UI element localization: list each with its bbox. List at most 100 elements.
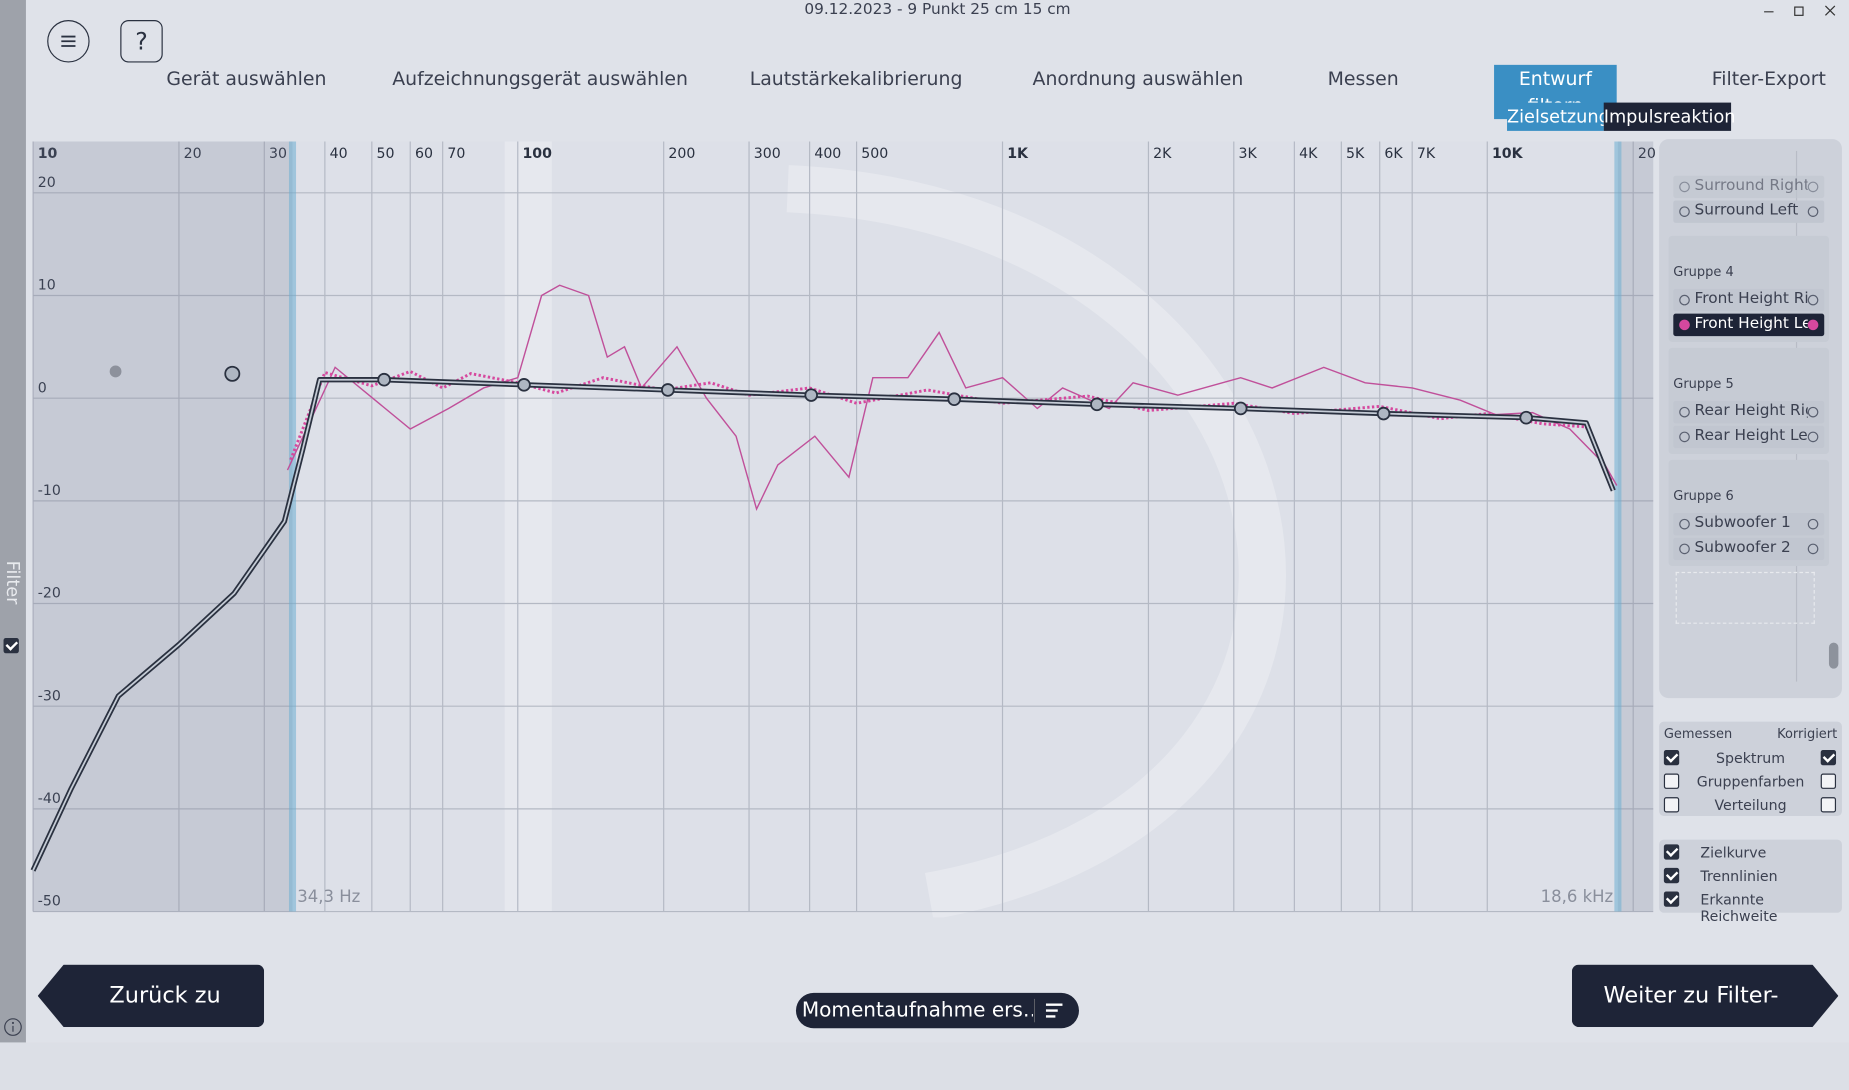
channel-dot [1679, 294, 1690, 306]
channel-dot [1679, 319, 1690, 331]
channel-item[interactable]: Front Height Left [1673, 313, 1825, 337]
measured-curve [286, 284, 1618, 512]
x-tick-label: 200 [668, 146, 695, 162]
tab[interactable]: Impulsreaktion [1603, 102, 1735, 131]
empty-slot [1675, 571, 1815, 624]
display-label: Trennlinien [1700, 867, 1778, 885]
channel-item[interactable]: Subwoofer 2 [1673, 537, 1825, 561]
channel-item[interactable]: Subwoofer 1 [1673, 512, 1825, 536]
step-label[interactable]: Filter-Export [1711, 67, 1826, 90]
control-point[interactable] [661, 383, 675, 397]
option-header: Korrigiert [1777, 726, 1838, 742]
x-tick-label: 500 [861, 146, 888, 162]
display-label: Erkannte Reichweite [1700, 891, 1778, 925]
x-tick-label: 4K [1299, 146, 1318, 162]
step-label[interactable]: Aufzeichnungsgerät auswählen [392, 67, 688, 90]
y-tick-label: 0 [38, 380, 47, 396]
x-tick-label: 30 [269, 146, 287, 162]
display-checkbox[interactable] [1663, 844, 1680, 860]
x-tick-label: 60 [415, 146, 433, 162]
snapshot-label: Momentaufnahme ers… [801, 998, 1033, 1023]
channel-name: Rear Height Left [1694, 426, 1808, 445]
x-tick-label: 70 [447, 146, 465, 162]
measured-checkbox[interactable] [1663, 773, 1680, 789]
channel-dot [1807, 543, 1819, 555]
corrected-checkbox[interactable] [1820, 773, 1837, 789]
control-point[interactable] [947, 392, 961, 406]
out-of-range-low [33, 141, 293, 912]
y-tick-label: 20 [38, 175, 56, 191]
frequency-chart: 102030405060701002003004005001K2K3K4K5K6… [30, 141, 1656, 918]
channel-name: Rear Height Right [1694, 402, 1808, 420]
x-tick-label: 6K [1384, 146, 1403, 162]
scroll-thumb[interactable] [1828, 642, 1839, 669]
display-checkbox[interactable] [1663, 867, 1680, 884]
app-window: Filter ? 09.12.2023 - 9 Punkt 25 cm 15 c… [0, 0, 1849, 1042]
menu-button[interactable] [47, 20, 90, 63]
range-low-label: 34,3 Hz [297, 887, 360, 906]
channel-dot [1807, 319, 1819, 331]
x-tick-label: 2K [1153, 146, 1172, 162]
display-label: Zielkurve [1700, 844, 1767, 861]
step-label[interactable]: Gerät auswählen [166, 67, 327, 90]
group-name: Gruppe 6 [1673, 488, 1734, 504]
channel-sidebar: Surround Right Surround Left Gruppe 4 Front… [1659, 139, 1842, 699]
back-button[interactable]: Zurück zu Messen [37, 964, 265, 1028]
display-checkbox[interactable] [1663, 891, 1680, 907]
range-marker [1614, 141, 1622, 912]
channel-dot [1807, 181, 1819, 193]
channel-dot [1679, 206, 1690, 217]
channel-dot [1679, 518, 1690, 530]
window-title: 09.12.2023 - 9 Punkt 25 cm 15 cm [804, 1, 1071, 19]
channel-dot [1807, 518, 1819, 530]
x-tick-label: 20 [1638, 146, 1656, 162]
info-icon[interactable] [2, 1016, 23, 1037]
channel-name: Subwoofer 1 [1694, 514, 1791, 532]
low-handle[interactable] [224, 365, 241, 382]
channel-item[interactable]: Surround Right [1673, 175, 1825, 199]
control-point[interactable] [1233, 401, 1248, 416]
channel-dot [1679, 406, 1690, 418]
tab[interactable]: Zielsetzung [1507, 102, 1610, 131]
measured-checkbox[interactable] [1663, 749, 1680, 766]
group-name: Gruppe 5 [1673, 376, 1734, 392]
control-point[interactable] [517, 378, 531, 392]
group-name: Gruppe 4 [1673, 264, 1734, 280]
control-point[interactable] [1519, 410, 1533, 425]
channel-item[interactable]: Front Height Ri… [1673, 288, 1825, 312]
step-label[interactable]: Lautstärkekalibrierung [749, 67, 963, 90]
control-point[interactable] [804, 388, 818, 402]
channel-dot [1679, 181, 1690, 193]
channel-dot [1807, 431, 1819, 443]
step-label[interactable]: Messen [1327, 67, 1399, 90]
x-tick-label: 300 [754, 146, 781, 162]
y-tick-label: -20 [38, 586, 61, 602]
window-controls[interactable] [1757, 2, 1847, 21]
control-point[interactable] [1090, 397, 1104, 412]
filter-checkbox[interactable] [3, 637, 19, 654]
spectrum-options: Gemessen Korrigiert Spektrum Gruppenfarben V… [1659, 721, 1842, 817]
control-point[interactable] [377, 372, 391, 387]
step-label[interactable]: Anordnung auswählen [1032, 67, 1244, 90]
channel-name: Surround Left [1694, 201, 1799, 220]
next-button[interactable]: Weiter zu Filter-Export [1572, 965, 1839, 1027]
low-handle[interactable] [109, 365, 122, 378]
range-high-label: 18,6 kHz [1541, 887, 1614, 906]
measured-checkbox[interactable] [1663, 797, 1680, 813]
corrected-checkbox[interactable] [1820, 749, 1837, 766]
channel-item[interactable]: Rear Height Left [1673, 425, 1825, 449]
option-label: Verteilung [1714, 797, 1787, 814]
channel-name: Subwoofer 2 [1694, 538, 1791, 557]
x-tick-label: 3K [1239, 146, 1258, 162]
control-point[interactable] [1376, 406, 1391, 421]
x-tick-label: 40 [330, 146, 348, 162]
channel-item[interactable]: Rear Height Right [1673, 400, 1825, 424]
snapshot-button[interactable]: Momentaufnahme ers… [795, 992, 1079, 1029]
corrected-checkbox[interactable] [1820, 797, 1837, 813]
x-tick-label: 50 [377, 146, 395, 162]
help-button[interactable]: ? [120, 20, 163, 63]
channel-item[interactable]: Surround Left [1673, 200, 1825, 223]
option-label: Spektrum [1716, 749, 1786, 767]
x-tick-label: 10K [1492, 146, 1524, 162]
snapshot-list-icon[interactable] [1034, 998, 1074, 1023]
